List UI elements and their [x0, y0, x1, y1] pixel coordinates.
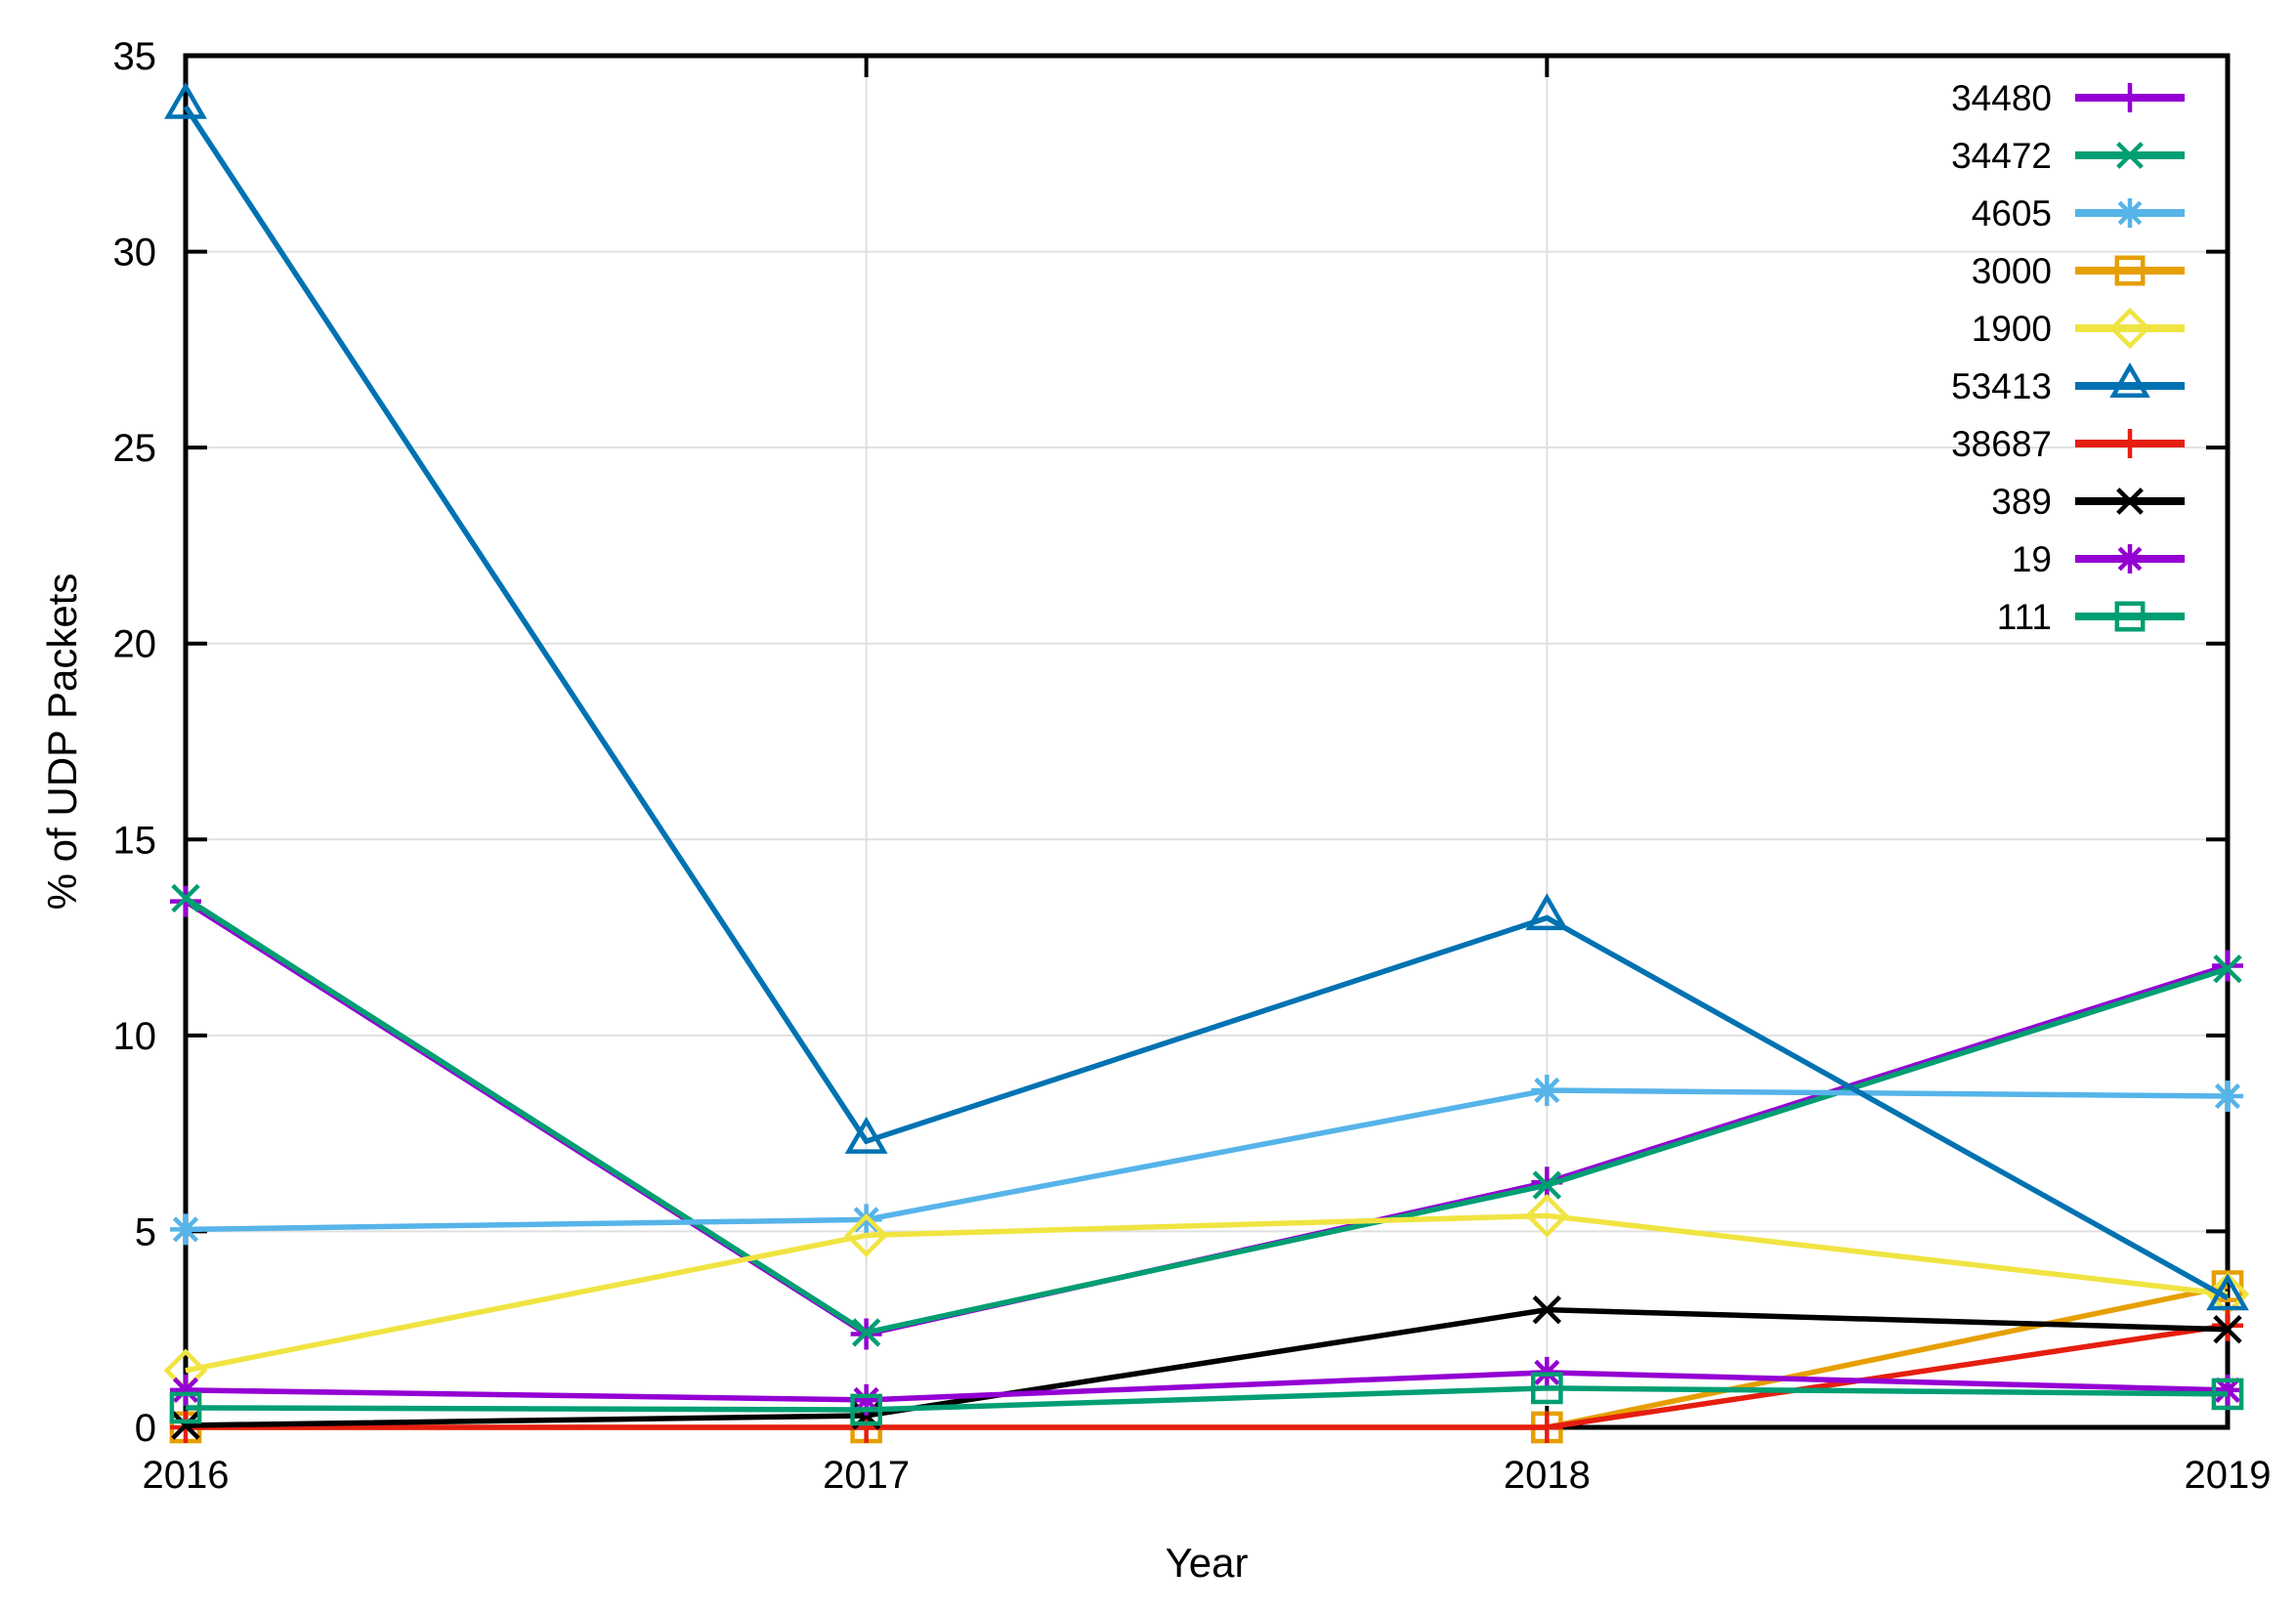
cross-marker-34472 — [1532, 1170, 1562, 1200]
series-line-111 — [185, 1385, 2229, 1413]
y-axis-title: % of UDP Packets — [39, 573, 85, 911]
series-line-38687 — [186, 1322, 2229, 1430]
legend-item-4605: 4605 — [1972, 193, 2185, 233]
series-line-34480 — [184, 899, 2229, 1337]
legend-label-389: 389 — [1991, 482, 2052, 522]
cross-marker-389 — [1532, 1294, 1562, 1325]
plus-marker-38687 — [1531, 1412, 1563, 1443]
y-tick-label-35: 35 — [113, 35, 157, 78]
square-marker-3000 — [1531, 1411, 1563, 1444]
series-34472 — [171, 883, 2242, 1347]
y-tick-label-5: 5 — [135, 1210, 156, 1253]
plus-marker-34480 — [2212, 950, 2243, 982]
cross-marker-34472 — [851, 1318, 881, 1347]
legend-label-34480: 34480 — [1951, 78, 2052, 118]
cross-marker-34472 — [2213, 954, 2242, 984]
legend-item-389: 389 — [1991, 482, 2185, 522]
triangle-marker-53413 — [1525, 893, 1569, 931]
series-111 — [169, 1372, 2244, 1426]
cross-marker-34472 — [171, 883, 200, 913]
asterisk-marker-4605 — [1531, 1075, 1563, 1107]
legend-diamond-marker-1900 — [2108, 307, 2151, 350]
series-3000 — [169, 1270, 2244, 1444]
legend-item-34480: 34480 — [1951, 78, 2185, 118]
x-tick-label-2017: 2017 — [823, 1454, 910, 1497]
asterisk-marker-4605 — [170, 1213, 201, 1246]
legend-item-19: 19 — [2012, 539, 2185, 579]
legend-item-3000: 3000 — [1972, 251, 2185, 291]
legend-asterisk-marker-19 — [2115, 544, 2145, 573]
legend-label-19: 19 — [2012, 539, 2052, 579]
x-tick-label-2016: 2016 — [143, 1454, 230, 1497]
series-line-19 — [185, 1370, 2229, 1403]
square-marker-3000 — [169, 1411, 202, 1444]
square-marker-111 — [2211, 1378, 2244, 1411]
legend-label-3000: 3000 — [1972, 251, 2052, 291]
legend-plus-marker-34480 — [2115, 83, 2145, 112]
asterisk-marker-4605 — [2212, 1081, 2243, 1113]
legend-label-111: 111 — [1997, 597, 2052, 637]
y-tick-label-10: 10 — [113, 1015, 157, 1058]
legend-item-53413: 53413 — [1951, 362, 2185, 406]
legend-square-marker-3000 — [2114, 255, 2146, 286]
triangle-marker-53413 — [844, 1116, 888, 1154]
asterisk-marker-19 — [170, 1374, 201, 1406]
legend-label-1900: 1900 — [1972, 309, 2052, 349]
axes: 0 5 10 15 20 25 30 35 2016 2017 2018 2019 — [113, 35, 2272, 1497]
series-line-4605 — [185, 1087, 2229, 1233]
legend-item-38687: 38687 — [1951, 424, 2185, 464]
triangle-marker-53413 — [2206, 1273, 2249, 1311]
plot-root: 0 5 10 15 20 25 30 35 2016 2017 2018 2019 34480 34472… — [113, 35, 2272, 1497]
legend-asterisk-marker-4605 — [2115, 198, 2145, 228]
series-34480 — [170, 885, 2243, 1350]
diamond-marker-1900 — [844, 1213, 889, 1257]
y-tick-label-30: 30 — [113, 232, 157, 275]
square-marker-111 — [169, 1391, 202, 1424]
x-tick-label-2019: 2019 — [2185, 1454, 2272, 1497]
legend-item-111: 111 — [1997, 597, 2185, 637]
series-line-389 — [185, 1306, 2229, 1428]
legend-triangle-marker-53413 — [2109, 362, 2150, 398]
legend-label-34472: 34472 — [1951, 136, 2052, 176]
series-line-53413 — [183, 105, 2230, 1301]
legend-item-34472: 34472 — [1951, 136, 2185, 176]
legend-label-38687: 38687 — [1951, 424, 2052, 464]
x-tick-label-2018: 2018 — [1504, 1454, 1591, 1497]
x-axis-title: Year — [1166, 1540, 1249, 1586]
square-marker-111 — [1531, 1372, 1563, 1405]
plot-border — [183, 53, 2231, 1430]
series-line-34472 — [184, 896, 2229, 1336]
legend-cross-marker-34472 — [2116, 142, 2144, 169]
asterisk-marker-19 — [2212, 1374, 2243, 1406]
square-marker-111 — [850, 1393, 882, 1426]
y-tick-label-0: 0 — [135, 1407, 156, 1450]
plus-marker-38687 — [2212, 1309, 2243, 1341]
legend-plus-marker-38687 — [2115, 429, 2145, 458]
legend-square-marker-111 — [2114, 601, 2146, 632]
asterisk-marker-19 — [850, 1383, 882, 1416]
legend-item-1900: 1900 — [1972, 307, 2185, 350]
y-tick-label-20: 20 — [113, 623, 157, 666]
triangle-marker-53413 — [164, 81, 207, 119]
series-line-1900 — [185, 1212, 2229, 1374]
series-1900 — [163, 1193, 2250, 1393]
series-53413 — [164, 81, 2249, 1311]
cross-marker-389 — [2213, 1314, 2242, 1344]
series-4605 — [170, 1075, 2243, 1246]
cross-marker-389 — [171, 1411, 200, 1440]
legend-cross-marker-389 — [2116, 488, 2144, 515]
legend-label-4605: 4605 — [1972, 193, 2052, 233]
legend-label-53413: 53413 — [1951, 366, 2052, 406]
gridlines — [186, 56, 2228, 1427]
y-tick-label-15: 15 — [113, 819, 157, 862]
legend: 34480 34472 4605 3000 1900 53413 38687 389 19 111 — [1951, 78, 2185, 637]
y-tick-label-25: 25 — [113, 427, 157, 470]
diamond-marker-1900 — [1524, 1193, 1569, 1238]
